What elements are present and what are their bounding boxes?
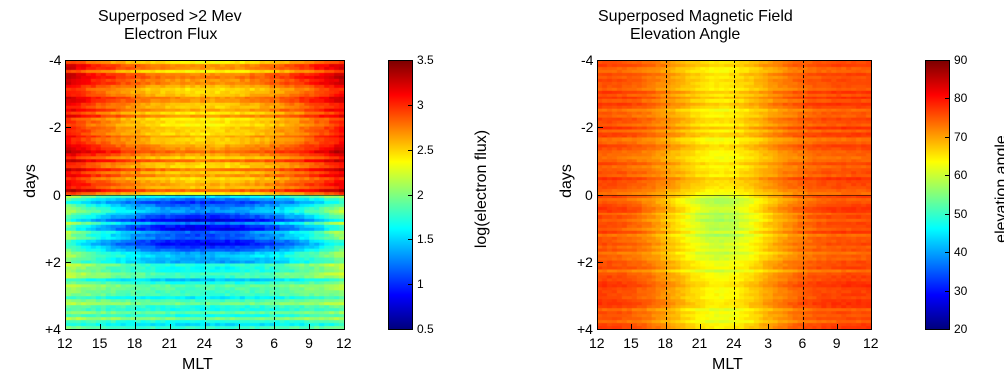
y-tick-label: -2 xyxy=(49,119,62,136)
x-tick-label: 21 xyxy=(161,335,178,351)
colorbar-tick-mark xyxy=(408,329,413,330)
x-tick-label: 24 xyxy=(726,335,742,351)
right-title: Superposed Magnetic Field Elevation Angl… xyxy=(598,8,793,44)
colorbar-tick-mark xyxy=(945,252,950,254)
epoch-line xyxy=(597,194,872,196)
y-tick-mark xyxy=(597,60,603,61)
x-tick-mark xyxy=(631,324,633,330)
x-tick-label: 9 xyxy=(305,335,313,351)
x-tick-label: 12 xyxy=(589,335,605,351)
x-tick-label: 24 xyxy=(196,335,213,351)
x-tick-label: 3 xyxy=(235,335,244,351)
colorbar-tick-label: 80 xyxy=(954,91,968,106)
y-tick-label: +4 xyxy=(577,321,593,337)
left-title-line2: Electron Flux xyxy=(124,26,218,43)
x-tick-mark xyxy=(344,324,345,330)
x-tick-label: 21 xyxy=(691,335,708,351)
colorbar-tick-label: 60 xyxy=(954,168,968,183)
y-tick-label: 0 xyxy=(585,186,593,203)
left-x-axis-title: MLT xyxy=(182,356,213,373)
colorbar-tick-label: 50 xyxy=(954,206,968,221)
colorbar-tick-label: 0.5 xyxy=(417,322,434,336)
colorbar-tick-mark xyxy=(945,213,950,215)
y-tick-mark xyxy=(597,261,603,263)
x-tick-mark xyxy=(768,324,770,330)
x-tick-mark xyxy=(99,324,101,330)
y-tick-label: +4 xyxy=(45,321,61,337)
colorbar-tick-mark xyxy=(408,149,413,151)
y-tick-label: -4 xyxy=(581,52,594,68)
electron-flux-colorbar-gradient xyxy=(389,61,412,329)
colorbar-tick-mark xyxy=(945,60,950,61)
x-tick-mark xyxy=(309,324,311,330)
y-tick-label: 0 xyxy=(53,186,61,203)
colorbar-tick-label: 40 xyxy=(954,245,968,260)
y-tick-label: -4 xyxy=(49,52,62,68)
y-tick-mark xyxy=(65,261,71,263)
x-tick-mark xyxy=(239,324,241,330)
y-tick-label: +2 xyxy=(577,253,593,270)
right-y-axis-title: days xyxy=(557,164,575,198)
x-tick-label: 12 xyxy=(336,335,352,351)
y-tick-mark xyxy=(597,127,603,129)
y-tick-label: +2 xyxy=(45,253,61,270)
x-tick-label: 9 xyxy=(832,335,841,351)
x-tick-label: 18 xyxy=(657,335,674,351)
x-tick-mark xyxy=(871,324,872,330)
colorbar-tick-mark xyxy=(408,104,413,106)
right-x-axis-title: MLT xyxy=(712,356,743,373)
colorbar-tick-label: 1 xyxy=(417,277,424,292)
x-tick-mark xyxy=(597,324,598,330)
colorbar-tick-label: 2.5 xyxy=(417,142,434,157)
colorbar-tick-label: 2 xyxy=(417,187,424,202)
colorbar-tick-mark xyxy=(945,175,950,177)
colorbar-tick-label: 3 xyxy=(417,97,424,112)
elevation-angle-colorbar xyxy=(925,60,950,330)
right-title-line1: Superposed Magnetic Field xyxy=(598,8,793,25)
y-tick-mark xyxy=(65,329,71,330)
y-tick-mark xyxy=(597,329,603,330)
x-tick-mark xyxy=(169,324,171,330)
x-tick-label: 3 xyxy=(764,335,773,351)
x-tick-label: 12 xyxy=(57,335,73,351)
colorbar-tick-mark xyxy=(408,284,413,286)
left-y-axis-title: days xyxy=(21,164,39,198)
x-tick-label: 15 xyxy=(623,335,639,351)
right-title-line2: Elevation Angle xyxy=(630,26,741,43)
colorbar-tick-label: 1.5 xyxy=(417,232,434,247)
colorbar-tick-mark xyxy=(408,60,413,61)
colorbar-tick-mark xyxy=(408,194,413,196)
left-colorbar-title: log(electron flux) xyxy=(473,129,490,249)
colorbar-tick-mark xyxy=(945,290,950,292)
left-title: Superposed >2 Mev Electron Flux xyxy=(98,8,242,44)
x-tick-mark xyxy=(836,324,838,330)
colorbar-tick-mark xyxy=(945,329,950,330)
y-tick-mark xyxy=(65,60,71,61)
elevation-angle-colorbar-gradient xyxy=(926,61,949,329)
x-tick-mark xyxy=(65,324,66,330)
colorbar-tick-label: 3.5 xyxy=(417,53,434,67)
x-tick-label: 6 xyxy=(270,335,279,351)
x-tick-label: 15 xyxy=(91,335,108,351)
y-tick-mark xyxy=(65,127,71,129)
colorbar-tick-label: 20 xyxy=(954,322,968,336)
colorbar-tick-label: 90 xyxy=(954,53,968,67)
x-tick-label: 12 xyxy=(863,335,879,351)
y-tick-label: -2 xyxy=(581,119,594,136)
colorbar-tick-mark xyxy=(945,98,950,100)
left-title-line1: Superposed >2 Mev xyxy=(98,8,242,25)
colorbar-tick-mark xyxy=(408,239,413,241)
x-tick-label: 18 xyxy=(126,335,143,351)
colorbar-tick-mark xyxy=(945,136,950,138)
epoch-line xyxy=(65,194,345,196)
x-tick-mark xyxy=(699,324,701,330)
right-colorbar-title: elevation angle xyxy=(993,135,1004,243)
colorbar-tick-label: 30 xyxy=(954,283,968,298)
colorbar-tick-label: 70 xyxy=(954,129,968,144)
x-tick-label: 6 xyxy=(798,335,807,351)
